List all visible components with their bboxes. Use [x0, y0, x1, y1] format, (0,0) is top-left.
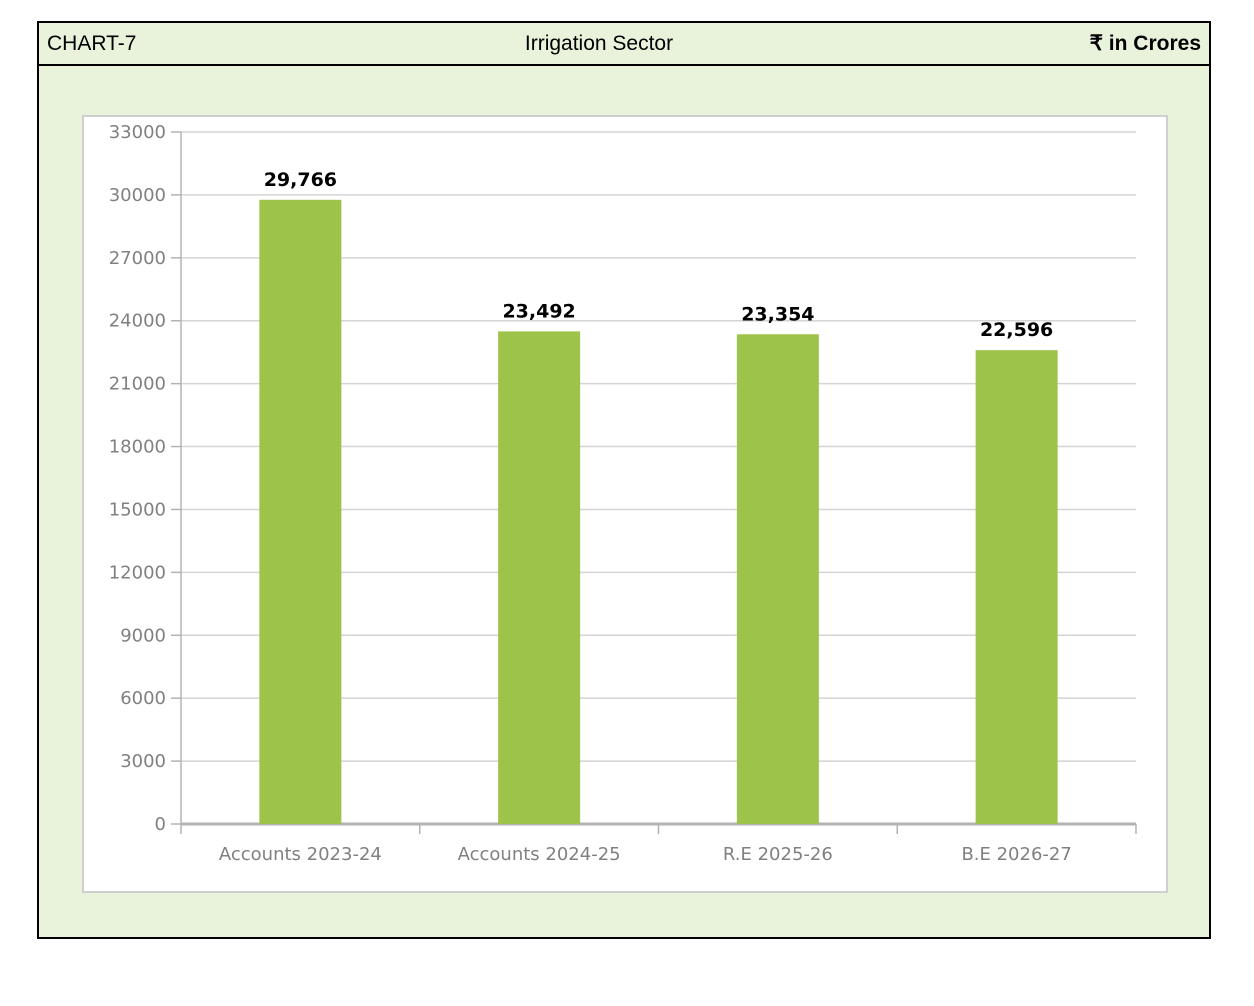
bar-chart: 0 3000 6000 9000 12000 15000 18000 21000 24000 27… — [109, 122, 1137, 865]
y-tick-label: 0 — [155, 814, 166, 835]
y-tick-label: 12000 — [109, 562, 166, 583]
y-tick-label: 24000 — [109, 311, 166, 332]
y-tick-label: 27000 — [109, 248, 166, 269]
y-tick-label: 9000 — [120, 625, 166, 646]
chart-title: Irrigation Sector — [524, 32, 674, 55]
bar — [498, 331, 581, 824]
y-tick-label: 33000 — [109, 122, 166, 143]
data-label: 23,492 — [502, 300, 575, 322]
y-tick-label: 18000 — [109, 437, 166, 458]
plot-area: 0 3000 6000 9000 12000 15000 18000 21000 24000 27… — [82, 115, 1168, 893]
x-tick-label: Accounts 2023-24 — [219, 844, 382, 865]
x-tick-label: Accounts 2024-25 — [458, 844, 621, 865]
chart-frame: CHART-7 Irrigation Sector ₹ in Crores 0 3… — [37, 21, 1211, 939]
bar — [736, 334, 819, 824]
bar — [259, 199, 342, 824]
y-tick-label: 15000 — [109, 499, 166, 520]
chart-header: CHART-7 Irrigation Sector ₹ in Crores — [39, 23, 1209, 66]
x-tick-label: B.E 2026-27 — [961, 844, 1071, 865]
y-tick-label: 21000 — [109, 374, 166, 395]
data-label: 29,766 — [264, 169, 337, 191]
y-tick-label: 6000 — [120, 688, 166, 709]
x-tick-label: R.E 2025-26 — [723, 844, 833, 865]
chart-id: CHART-7 — [47, 32, 137, 55]
bar — [975, 350, 1058, 824]
y-tick-label: 30000 — [109, 185, 166, 206]
data-label: 22,596 — [980, 319, 1053, 341]
unit-label: ₹ in Crores — [1089, 32, 1201, 55]
data-label: 23,354 — [741, 303, 814, 325]
y-tick-label: 3000 — [120, 751, 166, 772]
